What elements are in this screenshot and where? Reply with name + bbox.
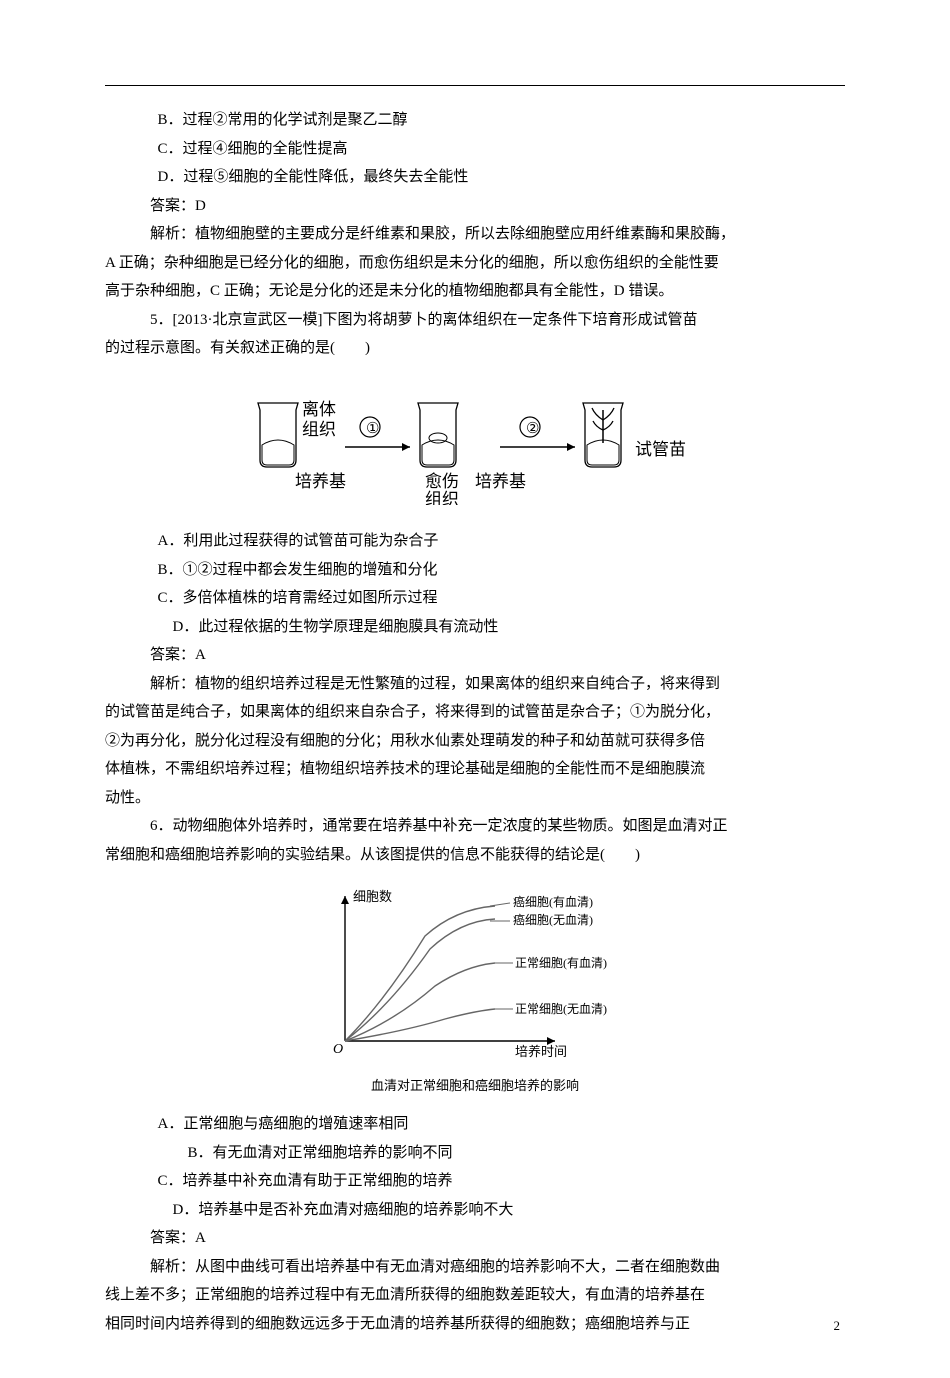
q5-answer: 答案：A: [105, 641, 845, 670]
q4-answer: 答案：D: [105, 192, 845, 221]
q6-y-label: 细胞数: [353, 889, 392, 904]
q6-leader-1: [490, 903, 510, 906]
q5-option-c: C．多倍体植株的培育需经过如图所示过程: [105, 584, 845, 613]
q6-curve1-label: 癌细胞(有血清): [513, 894, 593, 909]
q6-y-arrow-icon: [341, 896, 349, 904]
q6-analysis-line3: 相同时间内培养得到的细胞数远远多于无血清的培养基所获得的细胞数；癌细胞培养与正: [105, 1310, 845, 1339]
beaker-3-icon: [583, 403, 623, 467]
q5-option-d: D．此过程依据的生物学原理是细胞膜具有流动性: [105, 613, 845, 642]
q4-analysis-line1: 解析：植物细胞壁的主要成分是纤维素和果胶，所以去除细胞壁应用纤维素酶和果胶酶，: [105, 220, 845, 249]
q5-label-medium1: 培养基: [295, 472, 346, 491]
beaker-1-icon: [258, 403, 298, 467]
page: B．过程②常用的化学试剂是聚乙二醇 C．过程④细胞的全能性提高 D．过程⑤细胞的…: [0, 0, 950, 1378]
q6-option-b: B．有无血清对正常细胞培养的影响不同: [105, 1139, 845, 1168]
q6-option-c: C．培养基中补充血清有助于正常细胞的培养: [105, 1167, 845, 1196]
q5-analysis-line5: 动性。: [105, 784, 845, 813]
q5-arrow2-head-icon: [567, 443, 575, 451]
q4-option-d: D．过程⑤细胞的全能性降低，最终失去全能性: [105, 163, 845, 192]
q5-lead-line2: 的过程示意图。有关叙述正确的是( ): [105, 334, 845, 363]
q6-curve-1: [345, 906, 495, 1041]
q5-label-plantlet: 试管苗: [635, 440, 686, 459]
q6-figure-caption: 血清对正常细胞和癌细胞培养的影响: [105, 1074, 845, 1099]
q5-label-liti-top: 离体: [302, 400, 336, 419]
q4-analysis-line3: 高于杂种细胞，C 正确；无论是分化的还是未分化的植物细胞都具有全能性，D 错误。: [105, 277, 845, 306]
top-rule: [105, 85, 845, 86]
q6-option-d: D．培养基中是否补充血清对癌细胞的培养影响不大: [105, 1196, 845, 1225]
q5-analysis-line3: ②为再分化，脱分化过程没有细胞的分化；用秋水仙素处理萌发的种子和幼苗就可获得多倍: [105, 727, 845, 756]
q4-option-b: B．过程②常用的化学试剂是聚乙二醇: [105, 106, 845, 135]
q6-curve3-label: 正常细胞(有血清): [515, 956, 607, 970]
q6-x-label: 培养时间: [515, 1044, 567, 1059]
q5-label-callus-top: 愈伤: [425, 472, 459, 491]
q6-curve-2: [345, 919, 495, 1041]
q5-label-liti-bot: 组织: [302, 420, 336, 439]
q5-analysis-line2: 的试管苗是纯合子，如果离体的组织来自杂合子，将来得到的试管苗是杂合子；①为脱分化…: [105, 698, 845, 727]
q5-arrow1-label: ①: [366, 421, 379, 437]
q6-lead-line1: 6．动物细胞体外培养时，通常要在培养基中补充一定浓度的某些物质。如图是血清对正: [105, 812, 845, 841]
beaker-2-icon: [418, 403, 458, 467]
q4-option-c: C．过程④细胞的全能性提高: [105, 135, 845, 164]
q6-option-a: A．正常细胞与癌细胞的增殖速率相同: [105, 1110, 845, 1139]
q6-curve-3: [345, 963, 495, 1041]
q5-arrow2-label: ②: [526, 421, 539, 437]
q5-analysis-line1: 解析：植物的组织培养过程是无性繁殖的过程，如果离体的组织来自纯合子，将来得到: [105, 670, 845, 699]
q5-label-medium2: 培养基: [475, 472, 526, 491]
q6-analysis-line2: 线上差不多；正常细胞的培养过程中有无血清所获得的细胞数差距较大，有血清的培养基在: [105, 1281, 845, 1310]
q5-analysis-line4: 体植株，不需组织培养过程；植物组织培养技术的理论基础是细胞的全能性而不是细胞膜流: [105, 755, 845, 784]
q5-figure: 离体 组织 培养基 ① 愈伤 组织 培养基 ②: [105, 375, 845, 516]
q6-curve-4: [345, 1009, 495, 1041]
page-number: 2: [834, 1314, 841, 1339]
q5-option-a: A．利用此过程获得的试管苗可能为杂合子: [105, 527, 845, 556]
q6-origin: O: [333, 1042, 343, 1057]
q6-figure: 细胞数 培养时间 O 癌细胞(有血清) 癌细胞(无血清) 正常细胞(有血清) 正…: [105, 881, 845, 1098]
q6-analysis-line1: 解析：从图中曲线可看出培养基中有无血清对癌细胞的培养影响不大，二者在细胞数曲: [105, 1253, 845, 1282]
q5-option-b: B．①②过程中都会发生细胞的增殖和分化: [105, 556, 845, 585]
q5-lead-line1: 5．[2013·北京宣武区一模]下图为将胡萝卜的离体组织在一定条件下培育形成试管…: [105, 306, 845, 335]
q4-analysis-line2: A 正确；杂种细胞是已经分化的细胞，而愈伤组织是未分化的细胞，所以愈伤组织的全能…: [105, 249, 845, 278]
q6-curve2-label: 癌细胞(无血清): [513, 912, 593, 927]
q6-curve4-label: 正常细胞(无血清): [515, 1002, 607, 1016]
q5-arrow1-head-icon: [402, 443, 410, 451]
q6-answer: 答案：A: [105, 1224, 845, 1253]
q6-lead-line2: 常细胞和癌细胞培养影响的实验结果。从该图提供的信息不能获得的结论是( ): [105, 841, 845, 870]
q5-label-callus-bot: 组织: [425, 490, 459, 505]
